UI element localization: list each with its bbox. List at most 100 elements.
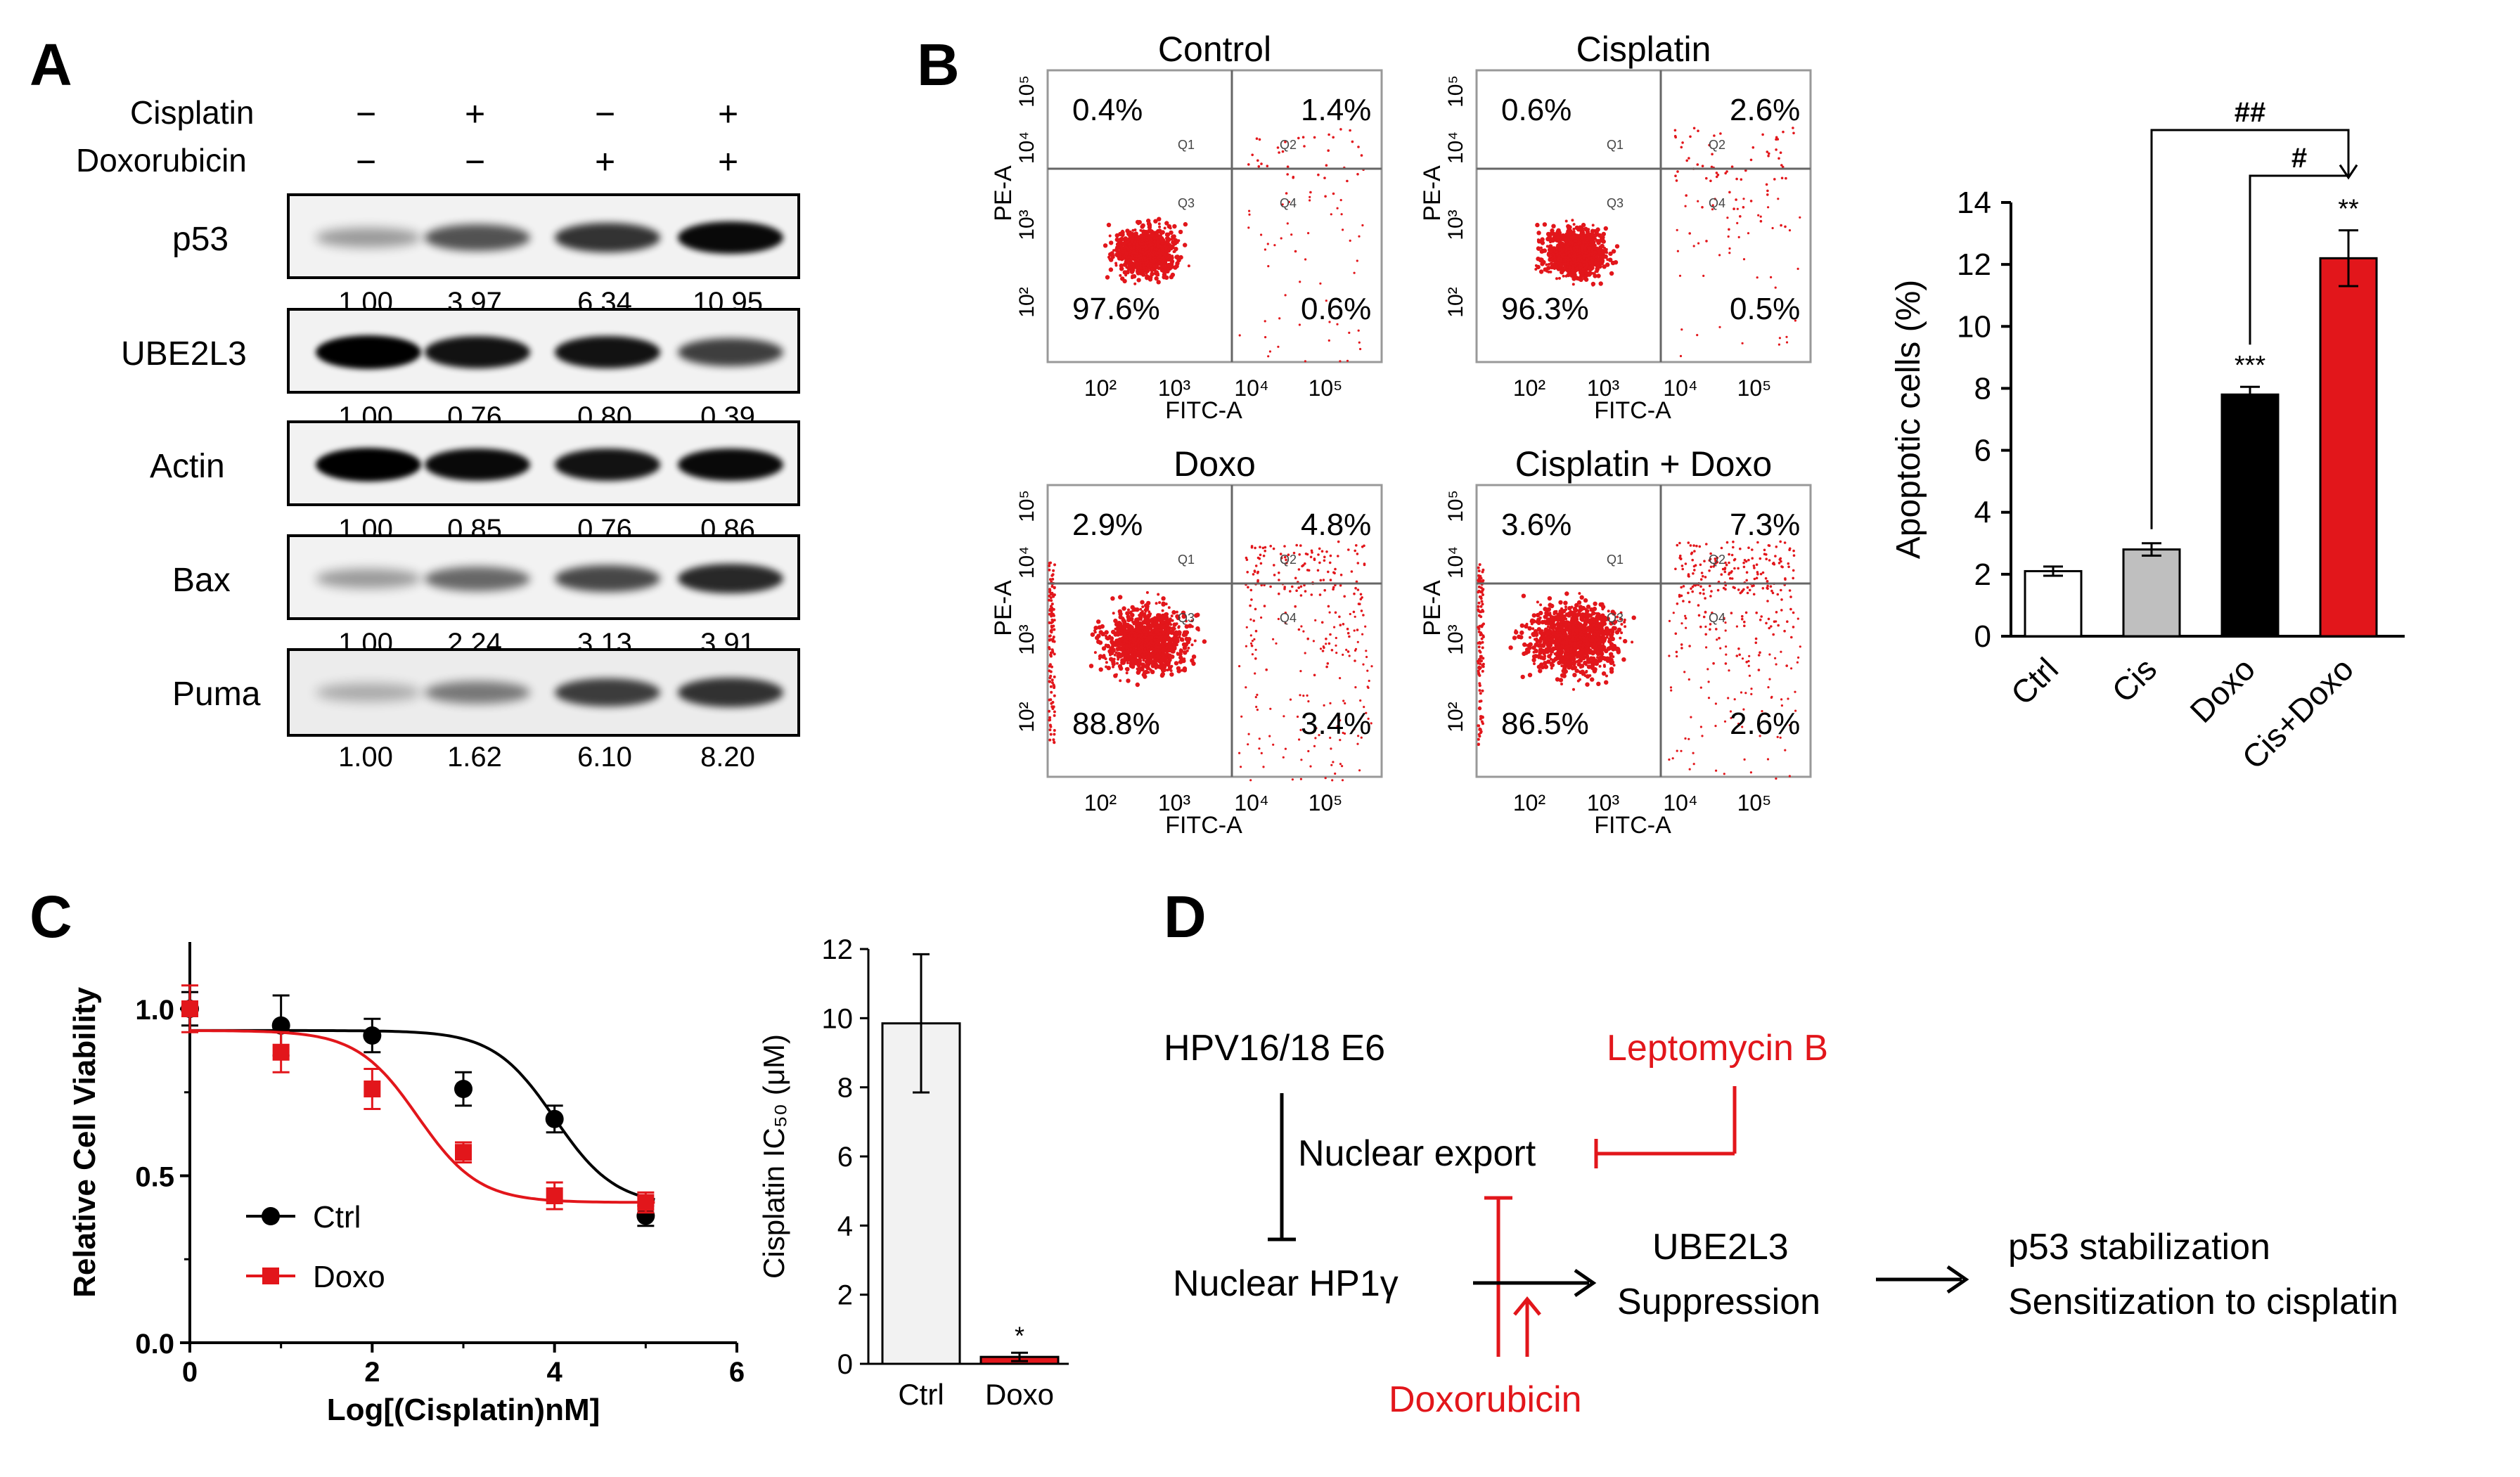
plot-2-dot (1587, 235, 1590, 238)
plot-3-dot (1096, 619, 1101, 624)
plot-2-dot-q2 (1715, 172, 1718, 174)
blot-label-bax: Bax (172, 562, 231, 599)
plot-2-dot (1576, 245, 1579, 249)
plot-1-dot (1121, 229, 1124, 233)
plot-1-dot (1157, 260, 1161, 264)
plot-2-dot (1574, 275, 1578, 278)
plot-2-dot-q2 (1780, 224, 1782, 227)
plot-1-dot-q4 (1342, 228, 1344, 231)
plot-1-dot-q4 (1361, 224, 1364, 227)
plot-2-dot (1595, 227, 1600, 232)
plot-2-dot (1587, 266, 1590, 270)
plot-1-qname-1: Q1 (1178, 138, 1195, 152)
plot-1-dot (1114, 237, 1119, 243)
plot-2-dot (1599, 259, 1602, 263)
plot-2-dot (1555, 266, 1559, 270)
plot-2-dot (1566, 224, 1571, 229)
plot-1-dot (1140, 224, 1145, 229)
plot-2-dot (1552, 239, 1555, 243)
plot-1-dot (1137, 222, 1140, 226)
plot-2-dot (1578, 251, 1581, 254)
plot-1-dot (1124, 249, 1127, 252)
band-ube2l3-4 (678, 337, 783, 367)
plot-1-dot (1152, 236, 1156, 240)
plot-2-dot (1564, 274, 1568, 278)
plot-1-dot (1107, 255, 1110, 259)
plot-2-dot-q2 (1775, 148, 1778, 151)
plot-2-dot (1541, 259, 1544, 262)
plot-2-dot-q2 (1779, 151, 1782, 154)
plot-1-dot-q2 (1251, 153, 1254, 157)
plot-1-dot (1119, 254, 1122, 257)
plot-1-dot (1121, 267, 1124, 271)
plot-3-dot (1202, 639, 1207, 644)
plot-2-dot (1598, 240, 1601, 244)
plot-1-dot (1136, 278, 1141, 283)
plot-1-dot-q2 (1260, 162, 1263, 165)
plot-1-xtick-2: 10³ (1158, 375, 1191, 401)
plot-1-qname-3: Q3 (1178, 196, 1195, 210)
plot-2-dot-q2 (1768, 152, 1770, 155)
plot-1-dot (1153, 219, 1158, 224)
plot-2-dot-q4 (1788, 229, 1792, 232)
plot-1-q1-percent: 0.4% (1072, 93, 1143, 127)
plot-1-dot (1130, 240, 1133, 243)
plot-2-dot (1535, 222, 1540, 228)
plot-1-xlabel: FITC-A (1165, 397, 1242, 424)
plot-2-dot (1599, 254, 1602, 258)
plot-2-dot (1563, 269, 1567, 272)
plot-1-dot (1125, 228, 1130, 233)
plot-2-dot (1548, 266, 1551, 270)
plot-2-dot-q2 (1749, 158, 1753, 162)
plot-1-dot (1121, 232, 1125, 235)
plot-2-dot-q4 (1711, 208, 1714, 211)
plot-1-dot-q4 (1357, 329, 1360, 332)
plot-3-dot (1136, 670, 1140, 675)
plot-2-dot (1573, 243, 1576, 246)
plot-2-dot (1572, 223, 1576, 226)
plot-1-ylabel: PE-A (990, 165, 1017, 221)
plot-1-dot (1126, 238, 1130, 241)
plot-2-ytick-2: 10³ (1444, 209, 1467, 240)
band-ube2l3-2 (425, 336, 530, 368)
plot-1-dot (1162, 259, 1166, 262)
plot-2-dot (1575, 267, 1579, 271)
plot-1-dot (1131, 237, 1134, 240)
plot-1-dot (1162, 272, 1167, 277)
plot-2-dot (1548, 256, 1552, 259)
plot-2-dot (1552, 255, 1556, 259)
plot-1-dot-q2 (1356, 173, 1359, 176)
treatment-mark-cisplatin-2: + (465, 94, 486, 134)
plot-2-dot (1606, 258, 1609, 262)
plot-2-dot (1561, 241, 1564, 245)
plot-1-dot (1102, 243, 1108, 248)
plot-2-dot (1583, 249, 1587, 252)
plot-1-dot-q4 (1309, 195, 1311, 198)
plot-1-dot (1149, 259, 1152, 262)
plot-1-dot (1136, 262, 1139, 265)
plot-2-dot (1614, 244, 1620, 249)
plot-2-dot-q2 (1735, 198, 1737, 201)
plot-2-dot (1562, 253, 1566, 256)
plot-2-dot-q4 (1697, 242, 1700, 245)
plot-2-ylabel: PE-A (1419, 165, 1446, 221)
plot-2-dot-q2 (1715, 175, 1718, 179)
plot-2-dot (1590, 261, 1594, 264)
plot-1-dot-q2 (1324, 195, 1327, 198)
plot-2-dot-q4 (1747, 232, 1750, 235)
plot-1-dot (1120, 246, 1124, 250)
plot-1-dot (1169, 274, 1174, 280)
plot-1-xtick-4: 10⁵ (1309, 375, 1343, 401)
plot-1-dot (1108, 267, 1114, 272)
plot-2-dot (1537, 247, 1541, 251)
plot-1-dot (1144, 229, 1148, 233)
plot-1-dot (1136, 252, 1139, 255)
plot-3-frame (1046, 484, 1383, 778)
plot-1-dot-q4 (1348, 331, 1351, 334)
band-actin-2 (425, 448, 530, 482)
plot-1-dot (1162, 271, 1166, 274)
plot-2-dot-q4 (1777, 198, 1780, 200)
plot-2-dot (1572, 227, 1576, 231)
plot-2-dot-q2 (1676, 170, 1679, 173)
